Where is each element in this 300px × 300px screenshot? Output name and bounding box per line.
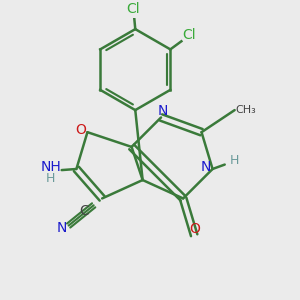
Text: C: C <box>79 204 88 218</box>
Text: O: O <box>190 222 200 236</box>
Text: O: O <box>75 123 86 137</box>
Text: Cl: Cl <box>182 28 196 42</box>
Text: H: H <box>46 172 55 185</box>
Text: NH: NH <box>40 160 61 174</box>
Text: CH₃: CH₃ <box>235 105 256 115</box>
Text: Cl: Cl <box>127 2 140 16</box>
Text: N: N <box>56 221 67 235</box>
Text: H: H <box>230 154 239 167</box>
Text: N: N <box>201 160 211 174</box>
Text: N: N <box>158 104 168 118</box>
